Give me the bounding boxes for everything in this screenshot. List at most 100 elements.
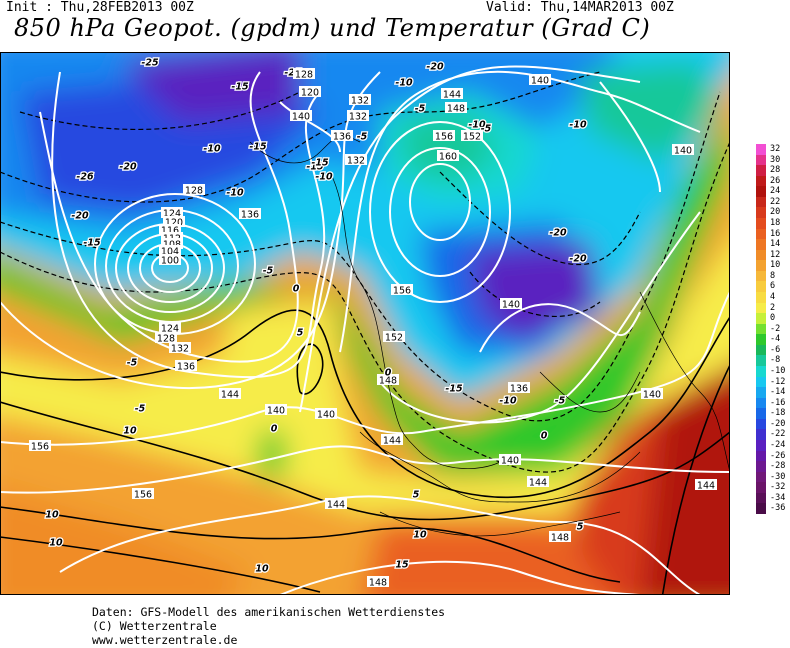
scale-swatch: [756, 260, 766, 272]
scale-swatch: [756, 144, 766, 156]
scale-swatch: [756, 249, 766, 261]
contour-label-text: -20: [549, 228, 567, 239]
geopotential-label: 144: [695, 479, 717, 492]
contour-label-text: 144: [697, 481, 715, 492]
scale-swatch: [756, 165, 766, 177]
contour-label-text: 0: [385, 368, 392, 379]
isotherm-label: -20: [425, 60, 445, 74]
contour-label-text: -20: [569, 254, 587, 265]
scale-swatch: [756, 387, 766, 399]
isotherm-label: -5: [133, 402, 146, 416]
scale-swatch: [756, 461, 766, 473]
contour-label-text: 5: [577, 522, 584, 533]
scale-label: -12: [770, 376, 786, 387]
geopotential-label: 152: [383, 331, 405, 344]
scale-label: -8: [770, 355, 781, 366]
isotherm-label: -15: [248, 140, 268, 154]
contour-label-text: -15: [306, 162, 324, 173]
scale-swatch: [756, 207, 766, 219]
scale-label: 12: [770, 249, 781, 260]
contour-label-text: 5: [413, 490, 420, 501]
contour-label-text: 10: [413, 530, 427, 541]
contour-label-text: 10: [49, 538, 63, 549]
contour-label-text: 0: [541, 431, 548, 442]
contour-label-text: 144: [529, 478, 547, 489]
scale-swatch: [756, 418, 766, 430]
contour-label-text: -15: [249, 142, 267, 153]
scale-swatch: [756, 408, 766, 420]
scale-swatch: [756, 196, 766, 208]
contour-label-text: 10: [123, 426, 137, 437]
contour-label-text: 120: [165, 218, 183, 229]
isotherm-label: 10: [44, 508, 60, 522]
scale-label: -4: [770, 334, 781, 345]
contour-label-text: 124: [161, 324, 179, 335]
contour-labels: -25128-25-15120132-10-20144140148-5-1014…: [29, 56, 717, 589]
geopotential-label: 124: [159, 322, 181, 335]
scale-label: -2: [770, 323, 781, 334]
geopotential-label: 136: [175, 360, 197, 373]
contour-label-text: 160: [439, 152, 457, 163]
contour-label-text: 136: [177, 362, 195, 373]
contour-label-text: -10: [315, 172, 333, 183]
scale-label: 22: [770, 196, 781, 207]
footer-copyright: (C) Wetterzentrale: [92, 619, 217, 633]
contour-label-text: -5: [555, 396, 566, 407]
geopotential-label: 144: [441, 88, 463, 101]
valid-time: Valid: Thu,14MAR2013 00Z: [486, 0, 674, 15]
scale-label: 18: [770, 218, 781, 228]
geopotential-label: 144: [381, 434, 403, 447]
isotherm-label: 0: [539, 429, 549, 443]
isotherm-label: 10: [48, 536, 64, 550]
contour-label-text: 15: [395, 560, 409, 571]
contour-label-text: -25: [141, 58, 159, 69]
contour-label-text: 152: [385, 333, 403, 344]
isotherm-label: -20: [70, 209, 90, 223]
isotherm-label: -26: [75, 170, 95, 184]
isotherm-label: 5: [295, 326, 305, 340]
isotherm-label: 10: [412, 528, 428, 542]
scale-label: 2: [770, 302, 776, 313]
scale-label: -24: [770, 440, 786, 450]
isotherm-label: -20: [118, 160, 138, 174]
contour-label-text: 128: [295, 70, 313, 81]
isotherm-label: -10: [314, 170, 334, 184]
geopotential-label: 100: [159, 254, 181, 267]
isotherm-label: -5: [261, 264, 274, 278]
isotherm-label: -10: [467, 118, 487, 132]
contour-label-text: -20: [426, 62, 444, 73]
contour-label-text: 140: [292, 112, 310, 123]
contour-label-text: 10: [45, 510, 59, 521]
isotherm-label: 15: [394, 558, 410, 572]
isotherm-label: -10: [225, 186, 245, 200]
contour-label-text: 156: [393, 286, 411, 297]
contour-label-text: -10: [569, 120, 587, 131]
isotherm-label: 10: [122, 424, 138, 438]
scale-label: -36: [770, 503, 786, 514]
isotherm-label: -10: [498, 394, 518, 408]
geopotential-label: 104: [159, 245, 181, 258]
geopotential-label: 144: [527, 476, 549, 489]
contour-label-text: 116: [161, 226, 179, 237]
contour-label-text: -5: [357, 132, 368, 143]
geopotential-label: 140: [290, 110, 312, 123]
geopotential-label: 152: [461, 130, 483, 143]
isotherm-label: -10: [394, 76, 414, 90]
geopotential-label: 120: [163, 216, 185, 229]
contour-label-text: 148: [369, 578, 387, 589]
scale-swatch: [756, 355, 766, 367]
contour-label-text: -26: [76, 172, 94, 183]
scale-label: 20: [770, 207, 781, 218]
geopotential-label: 160: [437, 150, 459, 163]
contour-label-text: 156: [134, 490, 152, 501]
scale-swatch: [756, 175, 766, 187]
scale-swatch: [756, 154, 766, 166]
isotherm-label: -15: [444, 382, 464, 396]
scale-swatch: [756, 292, 766, 304]
contour-label-text: 144: [383, 436, 401, 447]
contour-label-text: 100: [161, 256, 179, 267]
footer-url[interactable]: www.wetterzentrale.de: [92, 633, 238, 647]
contour-label-text: -10: [226, 188, 244, 199]
contour-label-text: 144: [221, 390, 239, 401]
contour-label-text: 140: [501, 456, 519, 467]
